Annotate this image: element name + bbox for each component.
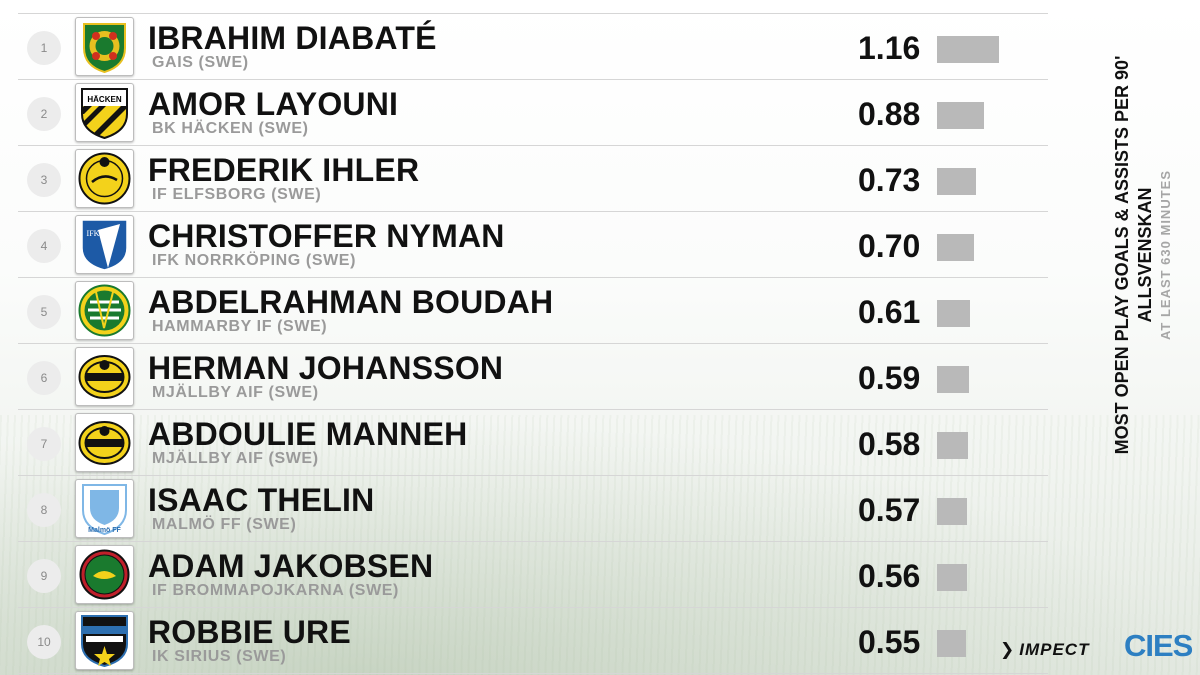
player-name: HERMAN JOHANSSON — [148, 350, 504, 386]
rank-number: 4 — [27, 229, 61, 263]
ranking-row: 7 ABDOULIE MANNEH MJÄLLBY AIF (SWE) 0.58 — [18, 410, 1048, 476]
bar — [937, 168, 976, 195]
ranking-row: 10 ROBBIE URE IK SIRIUS (SWE) 0.55 — [18, 608, 1048, 674]
player-name: IBRAHIM DIABATÉ — [148, 20, 437, 56]
gais-crest-icon — [75, 17, 134, 76]
team-name: MJÄLLBY AIF (SWE) — [152, 384, 319, 401]
rank-number: 2 — [27, 97, 61, 131]
bar — [937, 564, 967, 591]
data-label: 0.58 — [858, 426, 921, 462]
team-name: IF ELFSBORG (SWE) — [152, 186, 322, 203]
norrkoping-crest-icon: IFK — [75, 215, 134, 274]
team-name: HAMMARBY IF (SWE) — [152, 318, 328, 335]
data-label: 1.16 — [858, 30, 921, 66]
sirius-crest-icon — [75, 611, 134, 670]
bar — [937, 234, 974, 261]
rank-number: 9 — [27, 559, 61, 593]
player-name: ABDOULIE MANNEH — [148, 416, 468, 452]
team-name: MJÄLLBY AIF (SWE) — [152, 450, 319, 467]
team-name: IK SIRIUS (SWE) — [152, 648, 287, 665]
data-label: 0.61 — [858, 294, 921, 330]
data-label: 0.88 — [858, 96, 921, 132]
data-label: 0.70 — [858, 228, 921, 264]
ranking-row: 3 FREDERIK IHLER IF ELFSBORG (SWE) 0.73 — [18, 146, 1048, 212]
rank-number: 6 — [27, 361, 61, 395]
player-name: ISAAC THELIN — [148, 482, 375, 518]
impect-logo: ❯ IMPECT — [1000, 640, 1089, 660]
bar — [937, 366, 969, 393]
svg-text:Malmö FF: Malmö FF — [88, 527, 121, 534]
team-name: BK HÄCKEN (SWE) — [152, 120, 309, 137]
team-name: GAIS (SWE) — [152, 54, 249, 71]
ranking-row: 9 ADAM JAKOBSEN IF BROMMAPOJKARNA (SWE) 0.5… — [18, 542, 1048, 608]
team-name: IF BROMMAPOJKARNA (SWE) — [152, 582, 399, 599]
data-label: 0.59 — [858, 360, 921, 396]
player-name: CHRISTOFFER NYMAN — [148, 218, 505, 254]
rank-number: 1 — [27, 31, 61, 65]
rank-number: 8 — [27, 493, 61, 527]
player-name: ROBBIE URE — [148, 614, 351, 650]
player-name: FREDERIK IHLER — [148, 152, 420, 188]
rank-number: 3 — [27, 163, 61, 197]
bar — [937, 630, 966, 657]
bar — [937, 36, 999, 63]
elfsborg-crest-icon — [75, 149, 134, 208]
mjallby-crest-icon — [75, 347, 134, 406]
bar — [937, 300, 970, 327]
svg-text:IFK: IFK — [87, 229, 100, 238]
hacken-crest-icon: HÄCKEN — [75, 83, 134, 142]
chart-title-block: MOST OPEN PLAY GOALS & ASSISTS PER 90' A… — [1111, 10, 1175, 500]
rank-number: 5 — [27, 295, 61, 329]
player-name: AMOR LAYOUNI — [148, 86, 399, 122]
chart-title: MOST OPEN PLAY GOALS & ASSISTS PER 90' — [1112, 55, 1132, 455]
bar — [937, 432, 968, 459]
team-name: IFK NORRKÖPING (SWE) — [152, 252, 356, 269]
impect-logo-text: IMPECT — [1019, 640, 1090, 659]
hammarby-crest-icon — [75, 281, 134, 340]
player-name: ABDELRAHMAN BOUDAH — [148, 284, 554, 320]
ranking-row: 1 IBRAHIM DIABATÉ GAIS (SWE) 1.16 — [18, 13, 1048, 80]
bar — [937, 102, 984, 129]
data-label: 0.57 — [858, 492, 921, 528]
impect-chevron-icon: ❯ — [1000, 640, 1016, 659]
rank-number: 10 — [27, 625, 61, 659]
brommapojkarna-crest-icon — [75, 545, 134, 604]
ranking-row: 4 IFK CHRISTOFFER NYMAN IFK NORRKÖPING (SWE… — [18, 212, 1048, 278]
bar — [937, 498, 967, 525]
chart-subtitle: ALLSVENSKAN — [1135, 187, 1155, 323]
player-name: ADAM JAKOBSEN — [148, 548, 434, 584]
ranking-row: 2 HÄCKEN AMOR LAYOUNI BK HÄCKEN (SWE) 0.88 — [18, 80, 1048, 146]
ranking-row: 8 Malmö FF ISAAC THELIN MALMÖ FF (SWE) 0.57 — [18, 476, 1048, 542]
svg-text:HÄCKEN: HÄCKEN — [87, 95, 121, 104]
ranking-list: 1 IBRAHIM DIABATÉ GAIS (SWE) 1.16 2 HÄCKEN AMO… — [18, 13, 1048, 674]
rank-number: 7 — [27, 427, 61, 461]
chart-note: AT LEAST 630 MINUTES — [1158, 170, 1173, 341]
data-label: 0.55 — [858, 624, 921, 660]
team-name: MALMÖ FF (SWE) — [152, 516, 297, 533]
ranking-row: 5 ABDELRAHMAN BOUDAH HAMMARBY IF (SWE) 0.61 — [18, 278, 1048, 344]
cies-logo: CIES — [1124, 628, 1193, 663]
ranking-row: 6 HERMAN JOHANSSON MJÄLLBY AIF (SWE) 0.59 — [18, 344, 1048, 410]
malmo-crest-icon: Malmö FF — [75, 479, 134, 538]
data-label: 0.56 — [858, 558, 921, 594]
mjallby-crest-icon — [75, 413, 134, 472]
data-label: 0.73 — [858, 162, 921, 198]
